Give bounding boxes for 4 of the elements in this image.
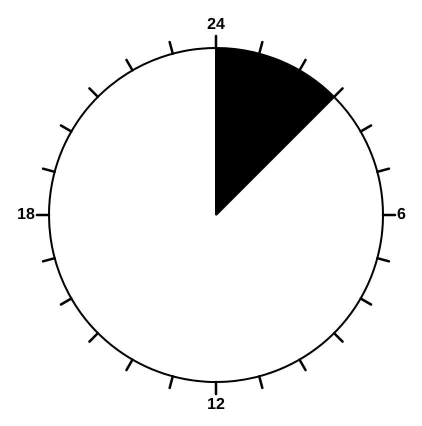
text: 18 (17, 206, 35, 224)
text: 6 (397, 206, 406, 224)
text: 12 (207, 396, 225, 414)
text: 24 (207, 16, 225, 34)
